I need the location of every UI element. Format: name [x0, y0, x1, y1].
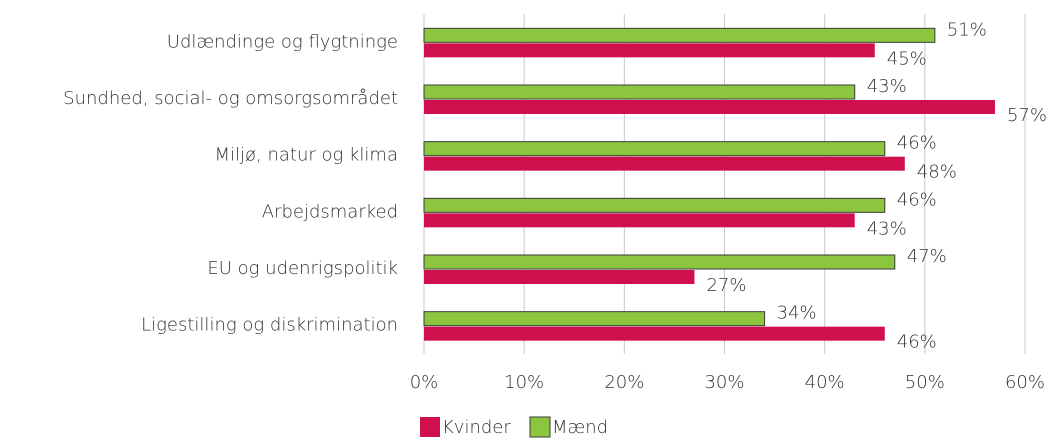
bar	[424, 213, 855, 228]
bar	[423, 254, 896, 270]
y-tick-label: Miljø, natur og klima	[214, 145, 398, 166]
bar	[424, 270, 695, 284]
x-tick-label: 10%	[504, 372, 544, 393]
data-label: 43%	[867, 218, 907, 239]
data-label: 46%	[897, 189, 937, 210]
legend-swatch	[529, 416, 551, 438]
data-label: 43%	[867, 76, 907, 97]
y-tick-label: EU og udenrigspolitik	[207, 258, 398, 279]
bar	[423, 84, 856, 100]
y-tick-label: Udlændinge og flygtninge	[167, 31, 398, 52]
bar	[424, 326, 885, 341]
bar	[423, 141, 886, 157]
data-label: 27%	[706, 275, 746, 296]
data-label: 46%	[897, 133, 937, 154]
x-tick-label: 50%	[905, 372, 945, 393]
y-tick-label: Arbejdsmarked	[262, 201, 398, 222]
legend-label: Mænd	[552, 417, 608, 438]
legend-label: Kvinder	[442, 417, 511, 438]
bar	[424, 100, 995, 114]
x-tick-label: 40%	[805, 372, 845, 393]
bar	[423, 197, 886, 213]
data-label: 45%	[887, 48, 927, 69]
legend-swatch	[420, 417, 440, 437]
y-tick-label: Sundhed, social- og omsorgsområdet	[63, 88, 398, 109]
bar	[424, 43, 875, 58]
x-tick-label: 60%	[1005, 372, 1045, 393]
x-tick-label: 30%	[704, 372, 744, 393]
data-label: 34%	[777, 303, 817, 324]
x-tick-label: 0%	[410, 372, 439, 393]
y-tick-label: Ligestilling og diskrimination	[141, 315, 398, 336]
data-label: 57%	[1007, 105, 1047, 126]
data-label: 51%	[947, 19, 987, 40]
data-label: 47%	[907, 246, 947, 267]
bar	[423, 311, 766, 327]
bar	[424, 156, 905, 171]
data-label: 48%	[917, 162, 957, 183]
bar	[423, 27, 936, 43]
x-tick-label: 20%	[604, 372, 644, 393]
data-label: 46%	[897, 332, 937, 353]
